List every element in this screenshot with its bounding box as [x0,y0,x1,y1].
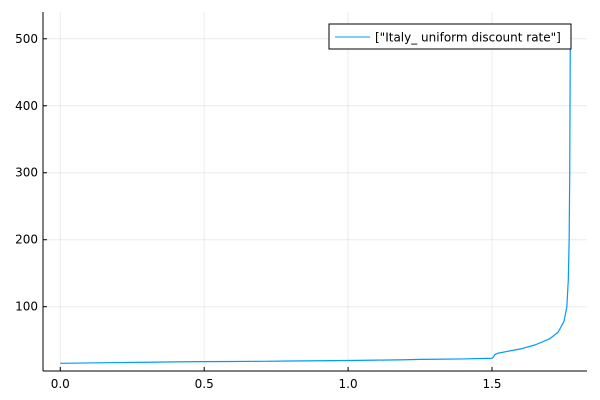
y-tick-label: 200 [15,233,38,247]
ticks: 0.0 0.5 1.0 1.5 100 200 300 400 500 [15,32,501,391]
legend-label-series-0: ["Italy_ uniform discount rate"] [375,31,561,45]
y-tick-label: 400 [15,99,38,113]
y-tick-label: 300 [15,166,38,180]
x-tick-label: 0.5 [195,377,214,391]
legend: ["Italy_ uniform discount rate"] [328,23,572,50]
x-tick-label: 1.5 [482,377,501,391]
grid [43,12,587,371]
y-tick-label: 100 [15,300,38,314]
x-tick-label: 1.0 [339,377,358,391]
axes [42,12,587,372]
series [60,25,571,364]
x-tick-label: 0.0 [51,377,70,391]
series-line-0 [60,25,571,364]
y-tick-label: 500 [15,32,38,46]
